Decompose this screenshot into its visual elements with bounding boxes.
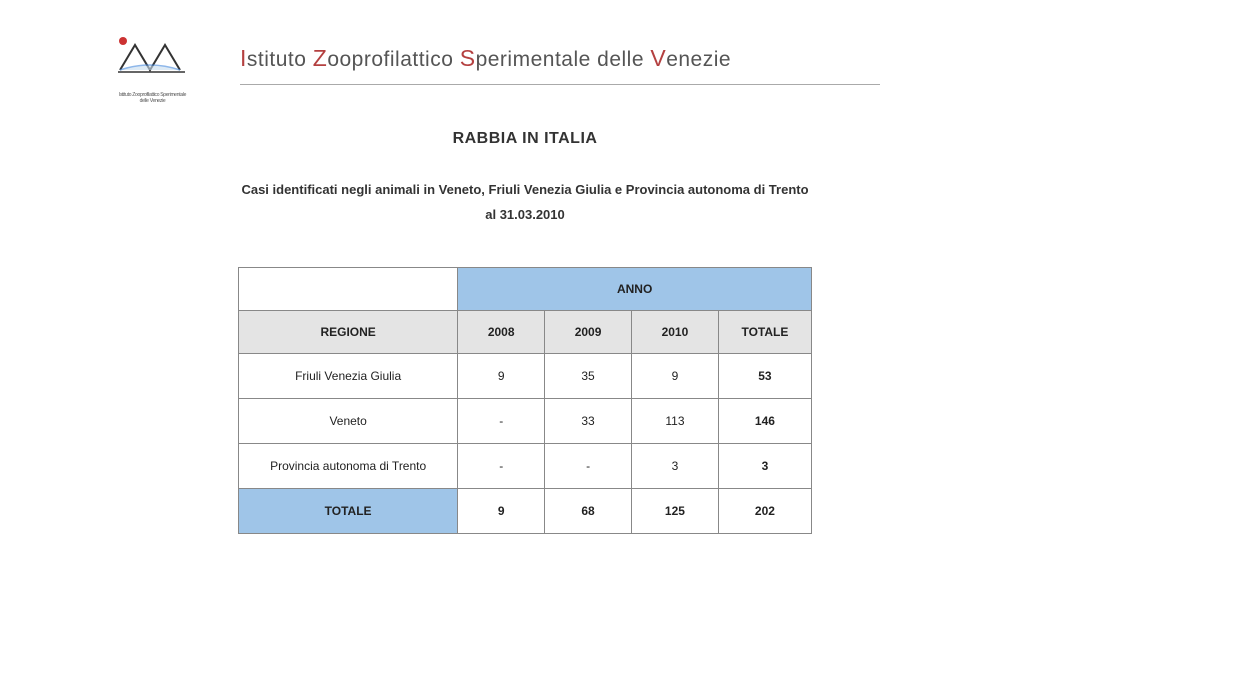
table-row: Veneto - 33 113 146 bbox=[239, 399, 812, 444]
totals-label-cell: TOTALE bbox=[239, 489, 458, 534]
page-header: Istituto Zooprofilattico Sperimentale de… bbox=[0, 0, 1258, 85]
year-header-2009: 2009 bbox=[545, 311, 632, 354]
content-area: RABBIA IN ITALIA Casi identificati negli… bbox=[115, 85, 935, 534]
value-cell: 3 bbox=[632, 444, 719, 489]
value-cell: 9 bbox=[632, 354, 719, 399]
value-cell: 35 bbox=[545, 354, 632, 399]
table-row: Provincia autonoma di Trento - - 3 3 bbox=[239, 444, 812, 489]
region-header: REGIONE bbox=[239, 311, 458, 354]
logo-subtext: Istituto Zooprofilattico Sperimentale de… bbox=[115, 92, 190, 104]
table-totals-row: TOTALE 9 68 125 202 bbox=[239, 489, 812, 534]
totals-cell: 125 bbox=[632, 489, 719, 534]
anno-header: ANNO bbox=[458, 268, 812, 311]
logo-icon bbox=[115, 30, 190, 85]
empty-header-cell bbox=[239, 268, 458, 311]
subtitle-line1: Casi identificati negli animali in Venet… bbox=[241, 182, 808, 197]
table-row: Friuli Venezia Giulia 9 35 9 53 bbox=[239, 354, 812, 399]
region-cell: Provincia autonoma di Trento bbox=[239, 444, 458, 489]
year-header-2010: 2010 bbox=[632, 311, 719, 354]
value-cell: - bbox=[458, 444, 545, 489]
table-header-row-2: REGIONE 2008 2009 2010 TOTALE bbox=[239, 311, 812, 354]
year-header-2008: 2008 bbox=[458, 311, 545, 354]
value-cell: 113 bbox=[632, 399, 719, 444]
row-total-cell: 53 bbox=[718, 354, 811, 399]
data-table: ANNO REGIONE 2008 2009 2010 TOTALE Friul… bbox=[238, 267, 812, 534]
value-cell: 33 bbox=[545, 399, 632, 444]
row-total-cell: 3 bbox=[718, 444, 811, 489]
logo: Istituto Zooprofilattico Sperimentale de… bbox=[115, 30, 190, 85]
subtitle-line2: al 31.03.2010 bbox=[485, 207, 565, 222]
totals-cell: 9 bbox=[458, 489, 545, 534]
region-cell: Veneto bbox=[239, 399, 458, 444]
value-cell: 9 bbox=[458, 354, 545, 399]
subtitle: Casi identificati negli animali in Venet… bbox=[170, 178, 880, 227]
row-total-cell: 146 bbox=[718, 399, 811, 444]
institute-title: Istituto Zooprofilattico Sperimentale de… bbox=[240, 45, 880, 85]
table-header-row-1: ANNO bbox=[239, 268, 812, 311]
main-title: RABBIA IN ITALIA bbox=[170, 130, 880, 148]
value-cell: - bbox=[545, 444, 632, 489]
totals-grand-cell: 202 bbox=[718, 489, 811, 534]
region-cell: Friuli Venezia Giulia bbox=[239, 354, 458, 399]
value-cell: - bbox=[458, 399, 545, 444]
table-container: ANNO REGIONE 2008 2009 2010 TOTALE Friul… bbox=[238, 267, 812, 534]
totals-cell: 68 bbox=[545, 489, 632, 534]
total-header: TOTALE bbox=[718, 311, 811, 354]
